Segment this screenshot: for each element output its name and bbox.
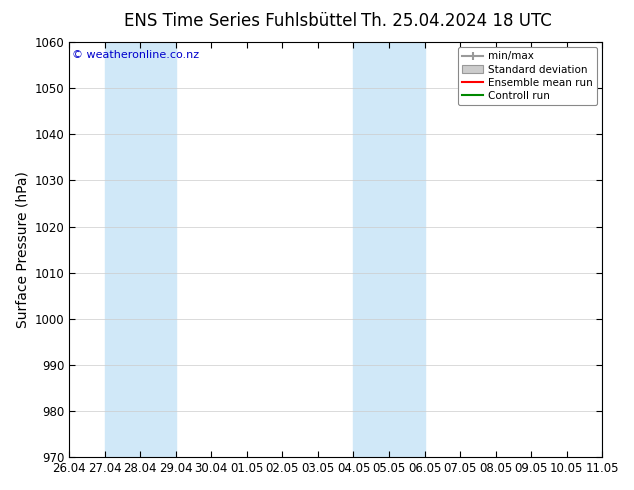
Legend: min/max, Standard deviation, Ensemble mean run, Controll run: min/max, Standard deviation, Ensemble me… <box>458 47 597 105</box>
Y-axis label: Surface Pressure (hPa): Surface Pressure (hPa) <box>15 171 29 328</box>
Bar <box>354 42 425 457</box>
Text: © weatheronline.co.nz: © weatheronline.co.nz <box>72 50 199 60</box>
Bar <box>105 42 176 457</box>
Text: ENS Time Series Fuhlsbüttel: ENS Time Series Fuhlsbüttel <box>124 12 358 30</box>
Bar <box>602 42 634 457</box>
Text: Th. 25.04.2024 18 UTC: Th. 25.04.2024 18 UTC <box>361 12 552 30</box>
